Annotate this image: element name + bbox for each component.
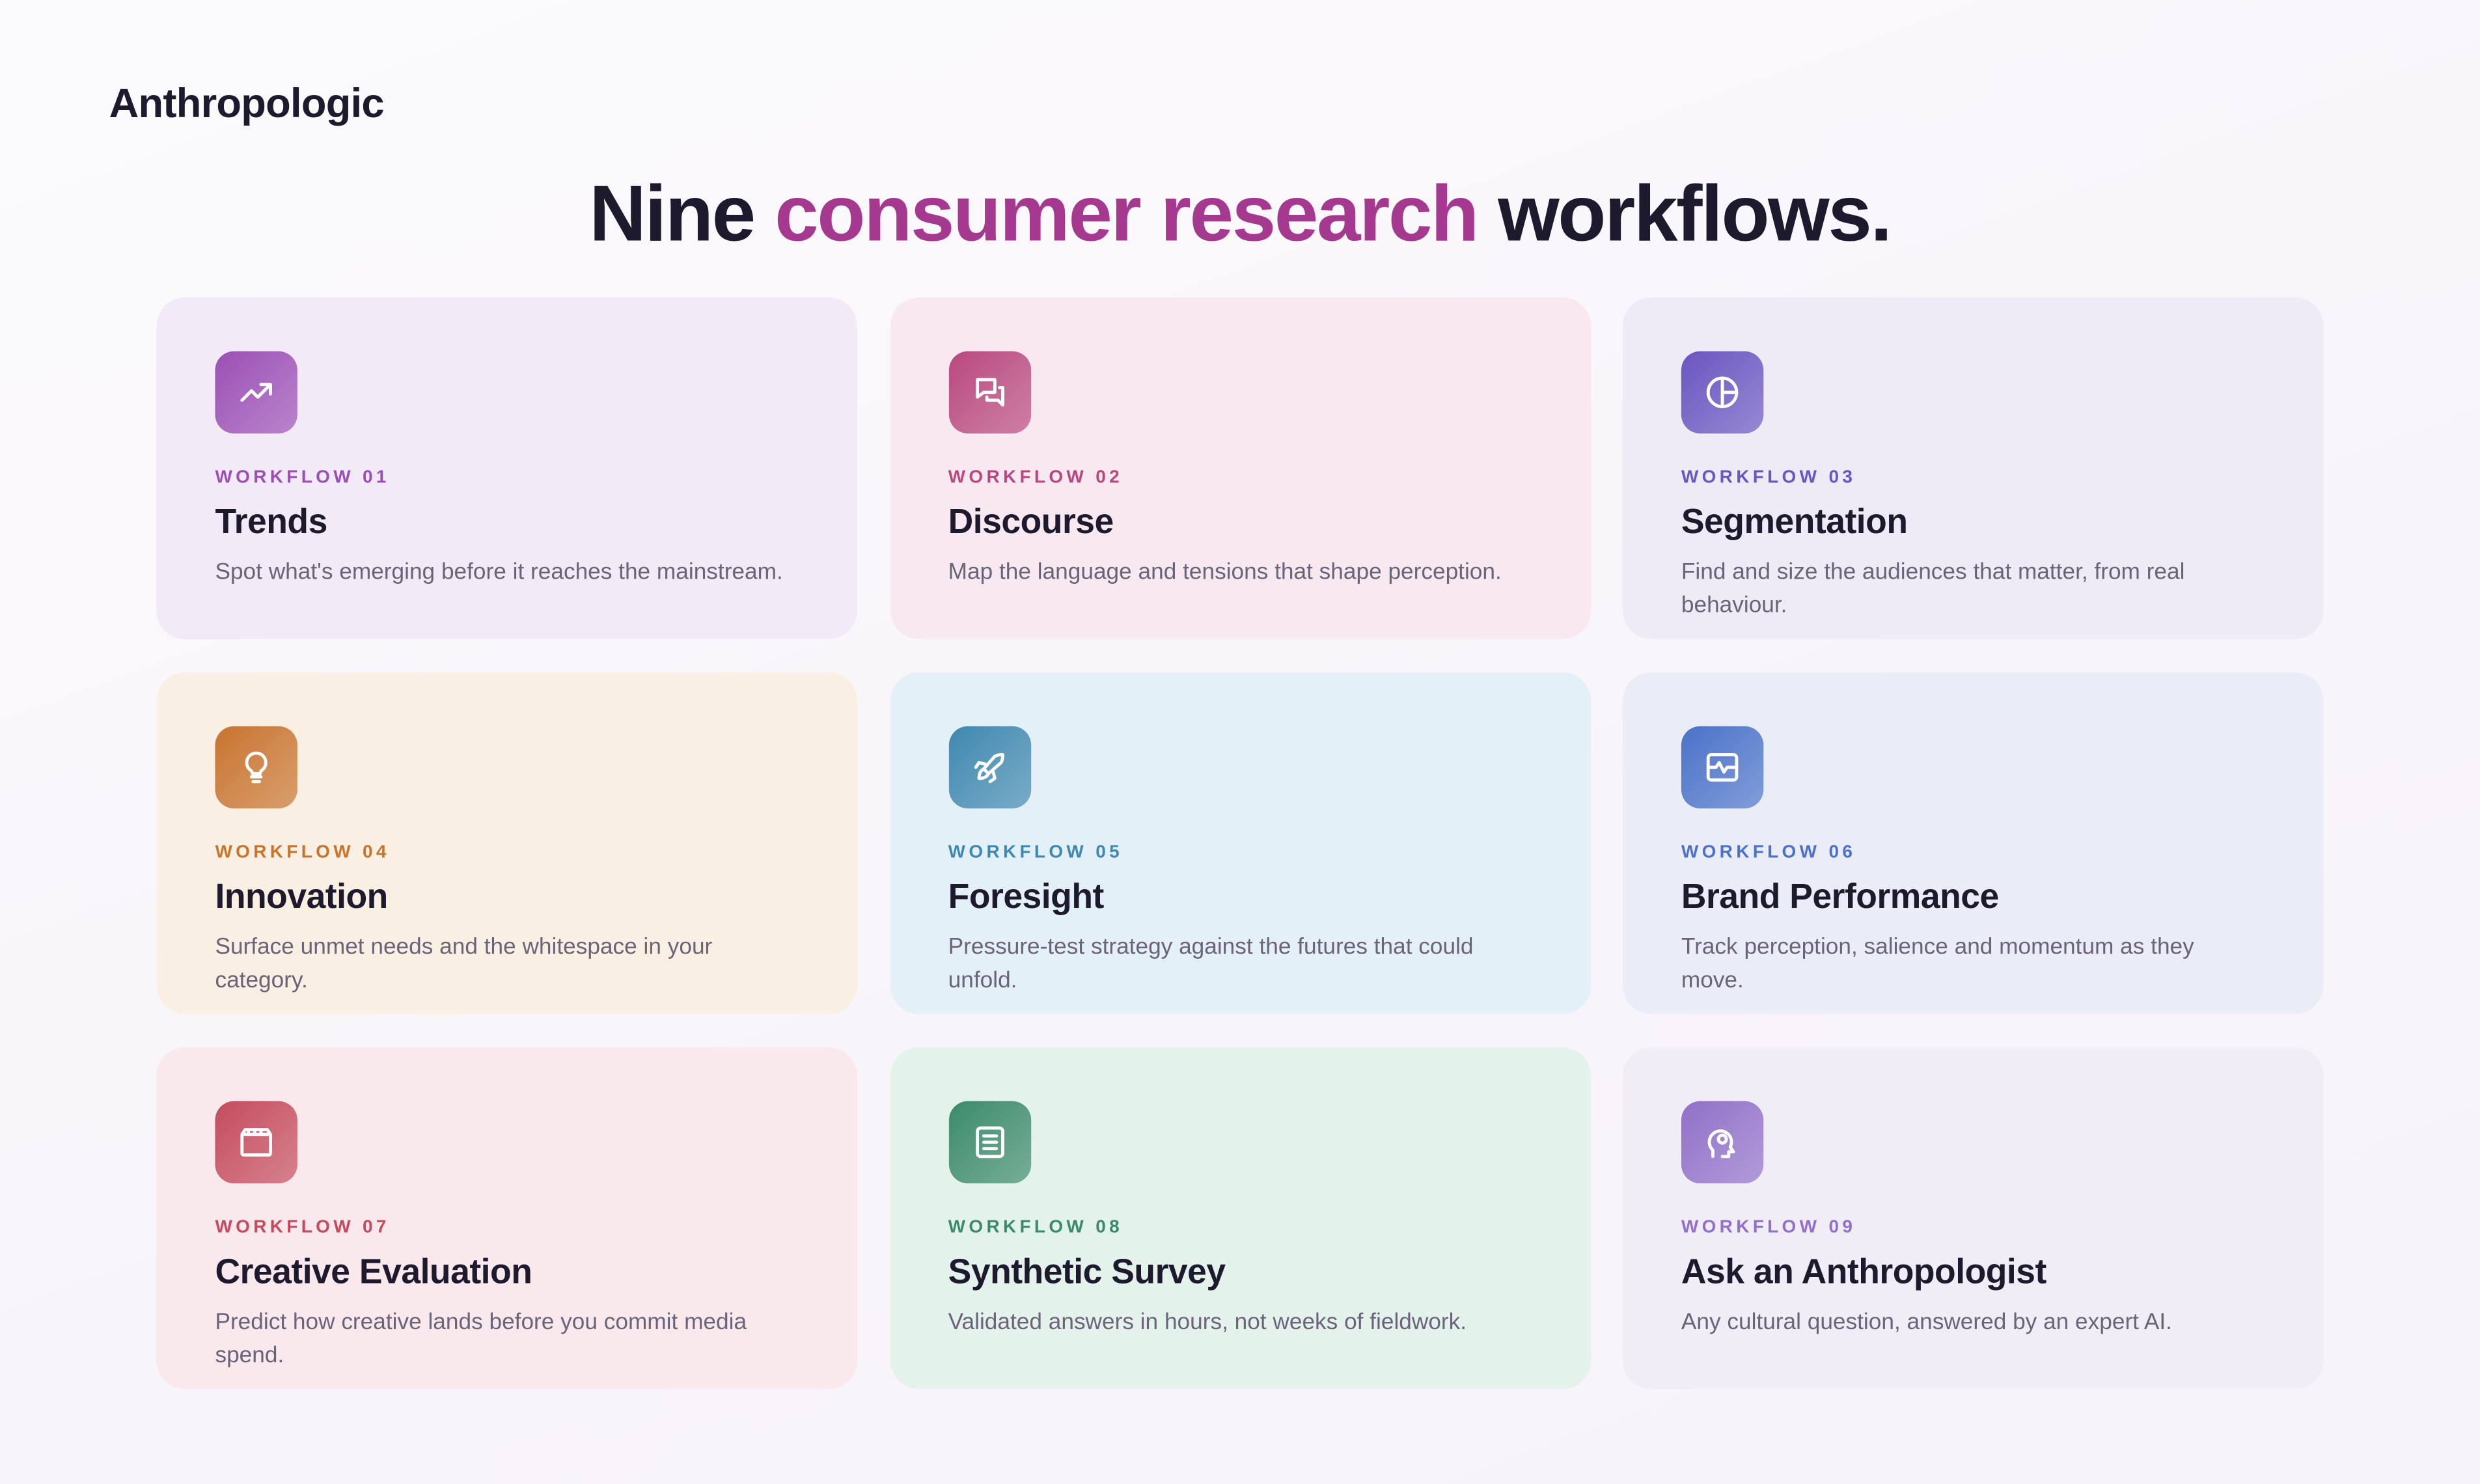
workflow-title: Innovation xyxy=(215,876,388,916)
workflow-icon xyxy=(215,1101,297,1184)
workflow-description: Map the language and tensions that shape… xyxy=(948,560,1502,586)
workflow-card: WORKFLOW 04 Innovation Surface unmet needs… xyxy=(156,672,857,1015)
workflow-label: WORKFLOW 07 xyxy=(215,1218,390,1237)
workflow-title: Brand Performance xyxy=(1681,876,1999,916)
workflow-card: WORKFLOW 07 Creative Evaluation Predict ho… xyxy=(156,1047,857,1390)
workflow-label: WORKFLOW 01 xyxy=(215,468,390,488)
workflow-title: Synthetic Survey xyxy=(948,1251,1226,1291)
workflow-label: WORKFLOW 03 xyxy=(1681,468,1856,488)
workflow-title: Ask an Anthropologist xyxy=(1681,1251,2046,1291)
icon-glyph xyxy=(245,751,268,784)
workflow-icon xyxy=(1681,726,1764,809)
workflow-title: Segmentation xyxy=(1681,501,1908,542)
workflow-title: Creative Evaluation xyxy=(215,1251,532,1291)
workflow-icon xyxy=(215,726,297,809)
workflow-description: Pressure-test strategy against the futur… xyxy=(948,935,1474,994)
workflow-card: WORKFLOW 06 Brand Performance Track percep… xyxy=(1622,672,2324,1015)
workflow-icon xyxy=(215,351,297,434)
icon-glyph xyxy=(1706,376,1739,409)
workflow-label: WORKFLOW 06 xyxy=(1681,843,1856,862)
workflow-description: Spot what's emerging before it reaches t… xyxy=(215,560,783,586)
workflow-icon xyxy=(948,1101,1031,1184)
workflow-card: WORKFLOW 01 Trends Spot what's emerging be… xyxy=(156,297,857,640)
workflow-card: WORKFLOW 08 Synthetic Survey Validated ans… xyxy=(889,1047,1591,1390)
icon-glyph xyxy=(974,1126,1004,1159)
workflow-icon xyxy=(1681,351,1764,434)
icon-glyph xyxy=(240,383,272,402)
icon-glyph xyxy=(973,753,1004,784)
headline-text: Nine xyxy=(589,169,756,258)
workflow-description: Validated answers in hours, not weeks of… xyxy=(948,1310,1467,1336)
icon-glyph xyxy=(1707,1129,1735,1159)
headline: Nine consumer research workflows. xyxy=(0,168,2480,260)
headline-text: workflows. xyxy=(1498,169,1892,258)
workflow-label: WORKFLOW 04 xyxy=(215,843,390,862)
workflow-label: WORKFLOW 09 xyxy=(1681,1218,1856,1237)
workflow-icon xyxy=(948,351,1031,434)
workflow-card: WORKFLOW 09 Ask an Anthropologist Any cult… xyxy=(1622,1047,2324,1390)
workflow-card: WORKFLOW 02 Discourse Map the language and… xyxy=(889,297,1591,640)
workflow-description: Find and size the audiences that matter,… xyxy=(1681,560,2185,619)
workflow-label: WORKFLOW 05 xyxy=(948,843,1123,862)
workflow-icon xyxy=(1681,1101,1764,1184)
workflow-label: WORKFLOW 02 xyxy=(948,468,1123,488)
icon-glyph xyxy=(974,378,1004,407)
workflow-description: Surface unmet needs and the whitespace i… xyxy=(215,935,713,994)
icon-glyph xyxy=(1706,753,1739,782)
workflow-title: Discourse xyxy=(948,501,1114,542)
icon-glyph xyxy=(240,1128,272,1157)
workflow-description: Predict how creative lands before you co… xyxy=(215,1310,747,1369)
workflow-icon xyxy=(948,726,1031,809)
brand: Anthropologic xyxy=(109,79,385,127)
workflow-description: Any cultural question, answered by an ex… xyxy=(1681,1310,2172,1336)
workflow-card: WORKFLOW 03 Segmentation Find and size the… xyxy=(1622,297,2324,640)
workflow-label: WORKFLOW 08 xyxy=(948,1218,1123,1237)
workflow-title: Trends xyxy=(215,501,327,542)
workflow-card: WORKFLOW 05 Foresight Pressure-test strate… xyxy=(889,672,1591,1015)
workflow-description: Track perception, salience and momentum … xyxy=(1681,935,2194,994)
workflow-title: Foresight xyxy=(948,876,1105,916)
headline-accent: consumer research xyxy=(775,169,1479,258)
